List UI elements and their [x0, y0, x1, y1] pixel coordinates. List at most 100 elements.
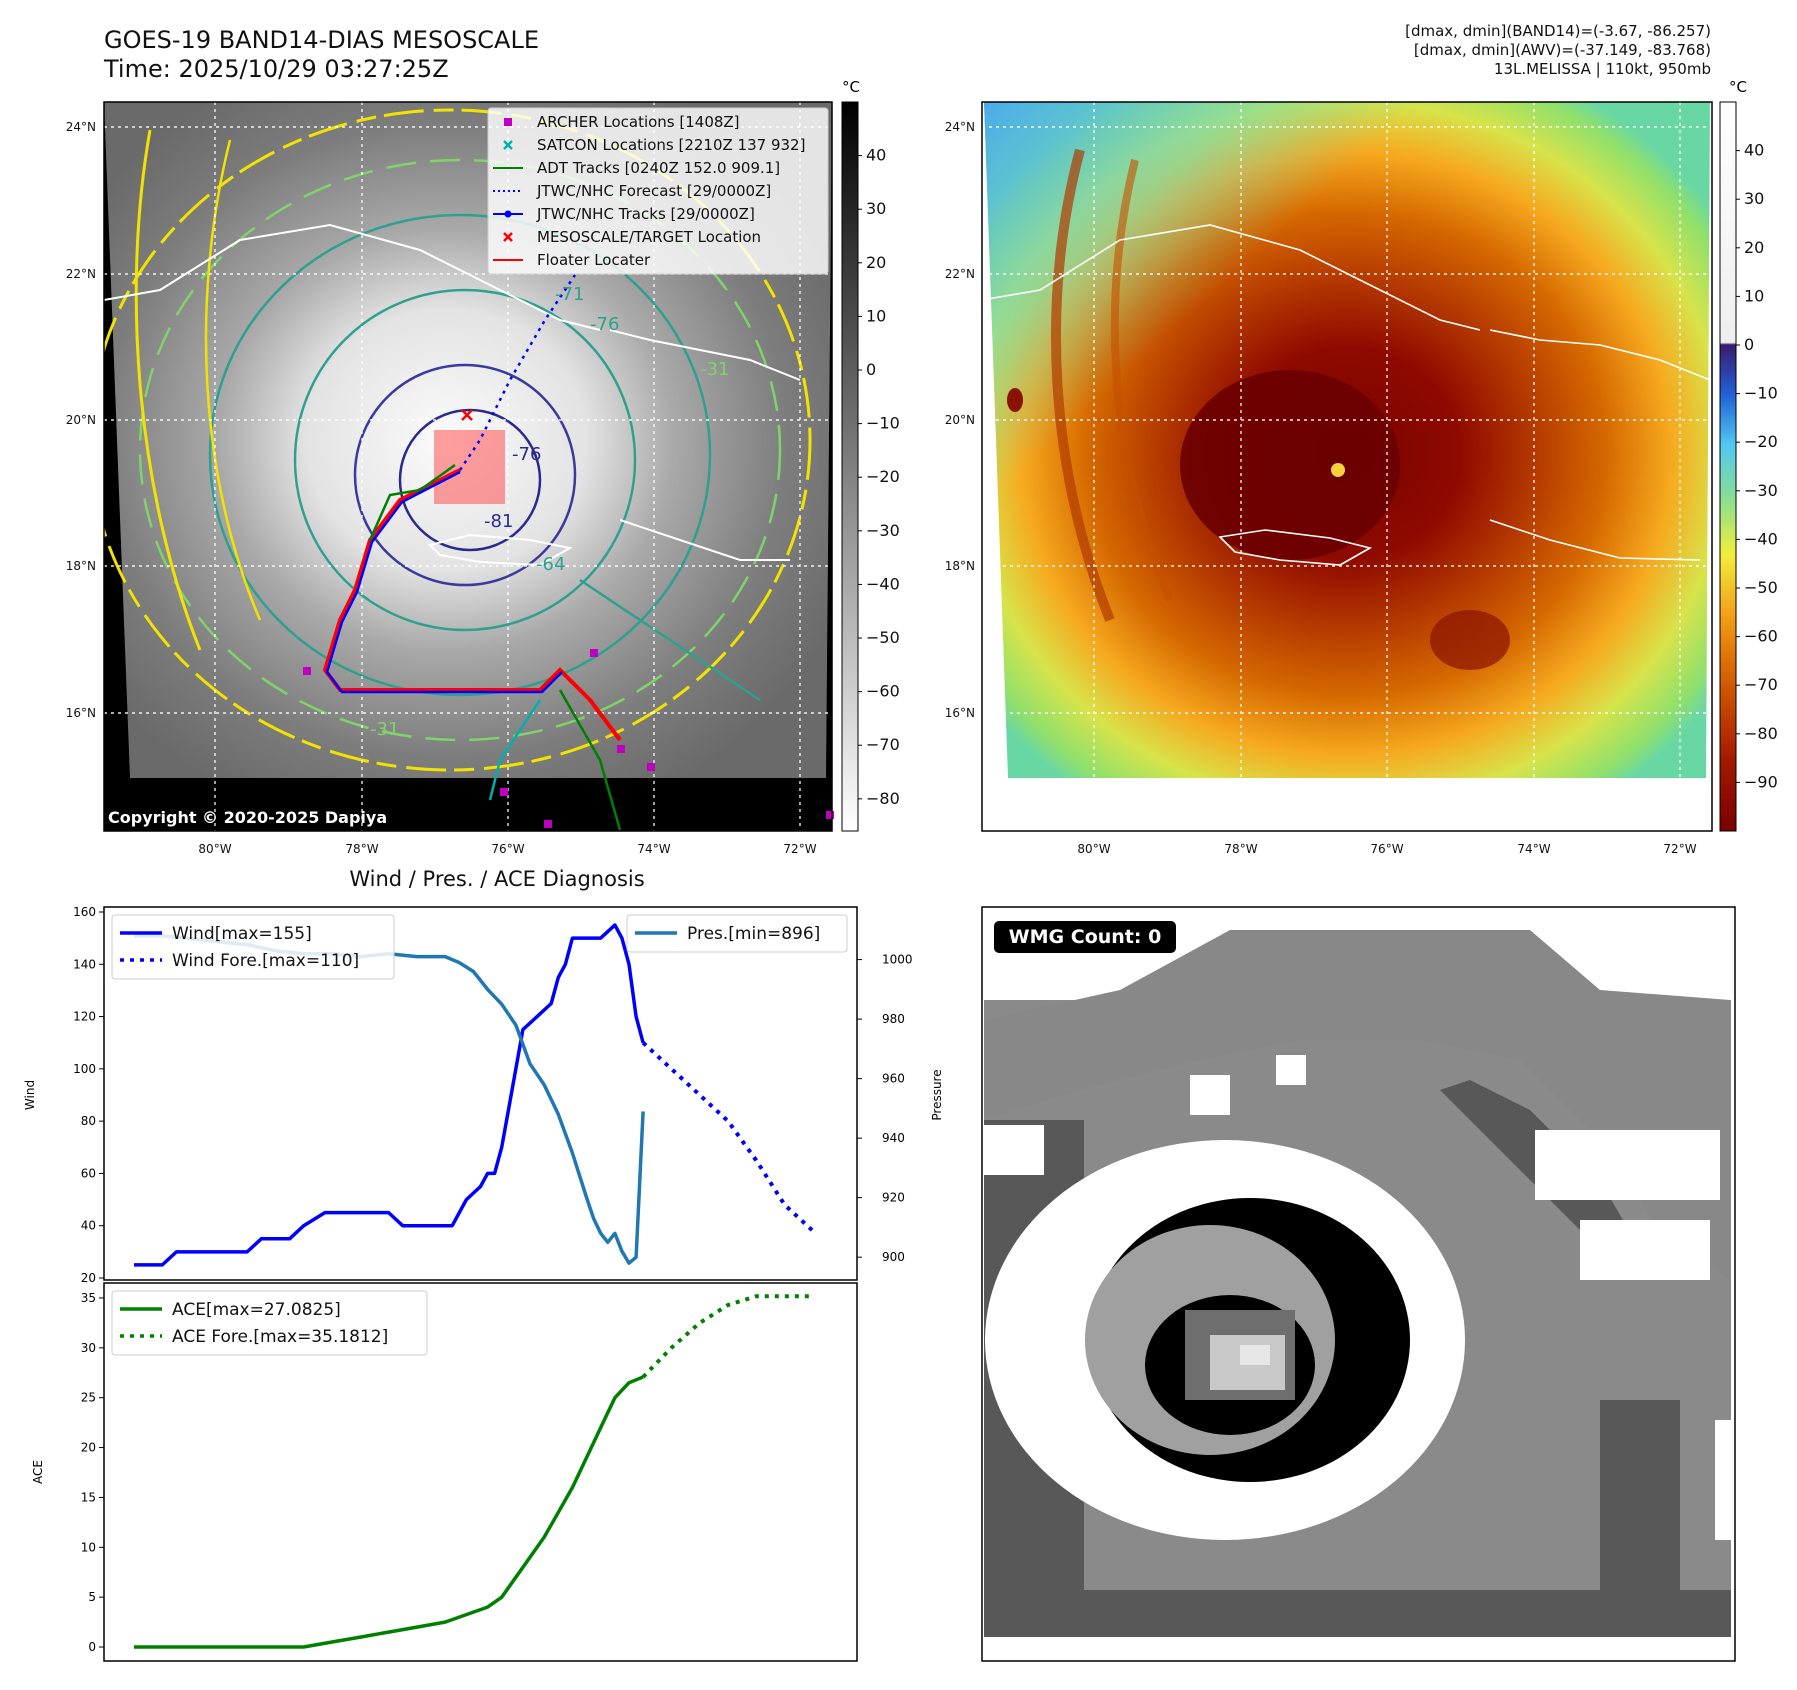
ace-legend: ACE[max=27.0825] ACE Fore.[max=35.1812]	[111, 1290, 428, 1356]
lon-label: 76°W	[491, 842, 524, 856]
colorbar-tick-label: −10	[1744, 384, 1778, 403]
legend-label: ACE[max=27.0825]	[172, 1300, 341, 1320]
wv-map-panel: 24°N 22°N 20°N 18°N 16°N 80°W 78°W 76°W …	[945, 78, 1778, 856]
wmg-badge-text: WMG Count: 0	[1009, 926, 1162, 948]
ir-coastlines	[103, 223, 801, 567]
legend-marker	[504, 118, 512, 126]
pressure-tick-label: 900	[882, 1250, 905, 1264]
legend-label: ACE Fore.[max=35.1812]	[172, 1327, 388, 1347]
legend-label: Wind[max=155]	[172, 924, 312, 944]
colorbar-tick-label: −20	[866, 467, 900, 486]
colorbar-tick-label: −20	[1744, 432, 1778, 451]
wind-tick-label: 120	[73, 1010, 96, 1024]
wind-tick-label: 160	[73, 905, 96, 919]
pressure-tick-label: 940	[882, 1131, 905, 1145]
wv-lat-labels: 24°N 22°N 20°N 18°N 16°N	[945, 120, 975, 720]
lat-label: 20°N	[945, 413, 975, 427]
contour-label: -31	[700, 359, 729, 380]
colorbar-tick-label: 20	[1744, 238, 1764, 257]
ir-lon-labels: 80°W 78°W 76°W 74°W 72°W	[198, 842, 816, 856]
contour-label: -64	[536, 554, 565, 575]
colorbar-tick-label: −60	[866, 682, 900, 701]
wv-colorbar-ticks: 40 30 20 10 0 −10 −20 −30 −40 −50 −60 −70 −80 −90	[1736, 141, 1778, 791]
mesoscale-box	[434, 430, 505, 504]
legend-label: SATCON Locations [2210Z 137 932]	[537, 136, 805, 154]
ace-forecast-line	[641, 1294, 813, 1379]
contour-label: -71	[555, 284, 584, 305]
stats-readout: [dmax, dmin](BAND14)=(-3.67, -86.257) [d…	[1405, 22, 1711, 79]
colorbar-tick-label: −10	[866, 414, 900, 433]
wind-tick-label: 140	[73, 957, 96, 971]
ir-legend: ARCHER Locations [1408Z] SATCON Locations…	[487, 107, 829, 275]
lon-label: 74°W	[1517, 842, 1550, 856]
wmg-badge	[994, 921, 1176, 953]
lon-label: 72°W	[1663, 842, 1696, 856]
lat-label: 22°N	[66, 267, 96, 281]
lat-label: 20°N	[66, 413, 96, 427]
colorbar-tick-label: −80	[866, 789, 900, 808]
legend-label: ARCHER Locations [1408Z]	[537, 113, 740, 131]
ace-tick-label: 20	[81, 1441, 96, 1455]
colorbar-tick-label: −30	[1744, 481, 1778, 500]
stats-line-2: [dmax, dmin](AWV)=(-37.149, -83.768)	[1413, 41, 1711, 59]
wind-ticks: 20 40 60 80 100 120 140 160	[73, 905, 104, 1285]
colorbar-tick-label: 0	[1744, 335, 1754, 354]
diagnosis-chart: Wind / Pres. / ACE Diagnosis Wind Pressu…	[23, 867, 944, 1662]
lon-label: 72°W	[783, 842, 816, 856]
wv-features	[1007, 148, 1510, 670]
wv-colorbar-unit: °C	[1729, 78, 1747, 96]
legend-marker	[503, 140, 513, 150]
ace-ticks: 0 5 10 15 20 25 30 35	[81, 1291, 104, 1654]
colorbar-tick-label: 30	[866, 199, 886, 218]
lat-label: 24°N	[945, 120, 975, 134]
contour-label: -81	[484, 511, 513, 532]
ace-tick-label: 10	[81, 1540, 96, 1554]
ace-tick-label: 5	[88, 1590, 96, 1604]
colorbar-tick-label: 30	[1744, 189, 1764, 208]
legend-box	[626, 914, 848, 953]
stats-line-1: [dmax, dmin](BAND14)=(-3.67, -86.257)	[1405, 22, 1711, 40]
legend-marker	[503, 232, 513, 242]
lat-label: 22°N	[945, 267, 975, 281]
pressure-tick-label: 920	[882, 1191, 905, 1205]
colorbar-tick-label: 10	[866, 306, 886, 325]
colorbar-tick-label: −40	[1744, 529, 1778, 548]
wmg-panel: WMG Count: 0	[981, 906, 1736, 1662]
wv-colorbar	[1719, 101, 1737, 832]
pressure-tick-label: 980	[882, 1012, 905, 1026]
legend-label: MESOSCALE/TARGET Location	[537, 228, 761, 246]
lon-label: 76°W	[1370, 842, 1403, 856]
wind-line	[134, 923, 645, 1267]
legend-label: Floater Locater	[537, 251, 651, 269]
ir-contour-labels: -76 -81 -76 -64 -31 -31 -71	[370, 284, 729, 740]
wind-axis-label: Wind	[23, 1080, 37, 1110]
ace-tick-label: 30	[81, 1341, 96, 1355]
wmg-grid-image	[984, 930, 1731, 1637]
contour-label: -76	[512, 444, 541, 465]
lon-label: 74°W	[637, 842, 670, 856]
lat-label: 18°N	[66, 559, 96, 573]
pressure-axis-label: Pressure	[930, 1069, 944, 1120]
colorbar-tick-label: −80	[1744, 724, 1778, 743]
colorbar-tick-label: 0	[866, 360, 876, 379]
colorbar-tick-label: −70	[1744, 675, 1778, 694]
pressure-tick-label: 960	[882, 1072, 905, 1086]
lon-label: 78°W	[1224, 842, 1257, 856]
wind-tick-label: 40	[81, 1219, 96, 1233]
lat-label: 24°N	[66, 120, 96, 134]
colorbar-tick-label: −40	[866, 574, 900, 593]
colorbar-tick-label: −70	[866, 735, 900, 754]
wind-tick-label: 20	[81, 1271, 96, 1285]
lon-label: 80°W	[198, 842, 231, 856]
ace-tick-label: 15	[81, 1490, 96, 1504]
wind-tick-label: 80	[81, 1114, 96, 1128]
archer-markers	[303, 649, 834, 828]
colorbar-tick-label: −60	[1744, 627, 1778, 646]
colorbar-tick-label: −30	[866, 521, 900, 540]
legend-label: Wind Fore.[max=110]	[172, 951, 359, 971]
colorbar-tick-label: −50	[1744, 578, 1778, 597]
contour-label: -31	[370, 719, 399, 740]
wv-coastlines	[981, 224, 1711, 566]
ace-tick-label: 25	[81, 1391, 96, 1405]
